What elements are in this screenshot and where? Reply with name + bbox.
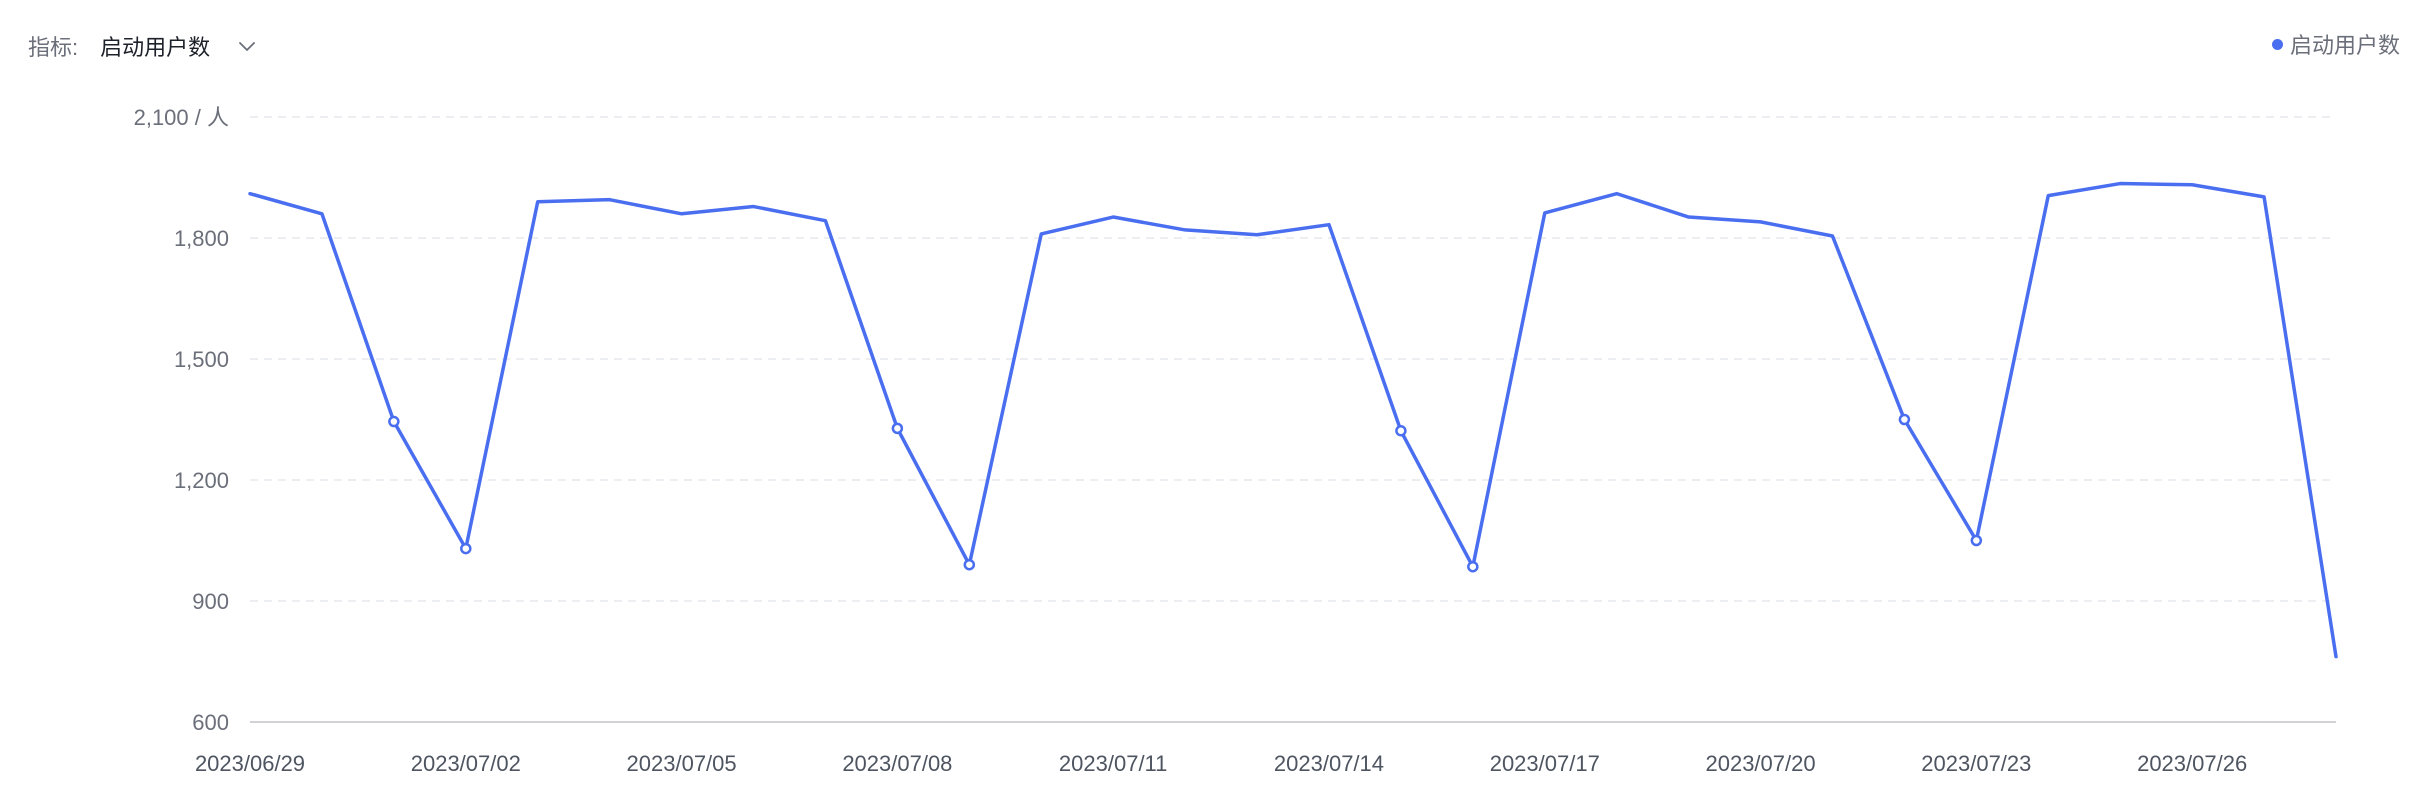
data-point xyxy=(1970,534,1983,547)
data-point xyxy=(1898,413,1911,426)
data-point xyxy=(1395,425,1407,437)
y-tick-label: 1,500 xyxy=(174,347,229,372)
x-tick-label: 2023/07/14 xyxy=(1274,751,1384,776)
metric-dropdown[interactable]: 启动用户数 xyxy=(100,30,258,62)
series-line-path xyxy=(248,181,2338,659)
data-point xyxy=(1467,560,1479,573)
y-tick-label: 900 xyxy=(192,589,229,614)
metric-selector-bar: 指标: 启动用户数 xyxy=(28,28,258,64)
y-tick-label: 1,200 xyxy=(174,468,229,493)
chart-legend[interactable]: 启动用户数 xyxy=(2271,28,2400,60)
data-point xyxy=(388,415,400,428)
x-tick-label: 2023/07/23 xyxy=(1921,751,2031,776)
x-tick-label: 2023/07/05 xyxy=(627,751,737,776)
data-point xyxy=(963,558,976,571)
x-tick-label: 2023/07/26 xyxy=(2137,751,2247,776)
metric-label: 指标: xyxy=(28,35,79,60)
grid-lines xyxy=(250,116,2336,602)
x-tick-label: 2023/07/11 xyxy=(1059,751,1167,776)
data-point xyxy=(891,422,904,435)
chevron-down-icon xyxy=(239,42,256,51)
y-tick-label: 1,800 xyxy=(174,226,229,251)
x-tick-label: 2023/07/17 xyxy=(1490,751,1600,776)
x-tick-label: 2023/07/08 xyxy=(842,751,952,776)
y-axis: 600 900 1,200 1,500 1,800 2,100 / 人 xyxy=(134,105,229,735)
legend-label: 启动用户数 xyxy=(2289,33,2400,58)
x-tick-label: 2023/07/02 xyxy=(411,751,521,776)
x-axis: 2023/06/29 2023/07/02 2023/07/05 2023/07/08… xyxy=(195,721,2336,776)
legend-marker xyxy=(2271,38,2283,50)
x-tick-label: 2023/06/29 xyxy=(195,751,305,776)
x-tick-label: 2023/07/20 xyxy=(1705,751,1815,776)
data-point xyxy=(460,542,472,555)
metric-selected-value: 启动用户数 xyxy=(100,35,211,60)
y-tick-label: 2,100 / 人 xyxy=(134,105,229,130)
series-line xyxy=(248,181,2338,659)
y-tick-label: 600 xyxy=(192,710,229,735)
